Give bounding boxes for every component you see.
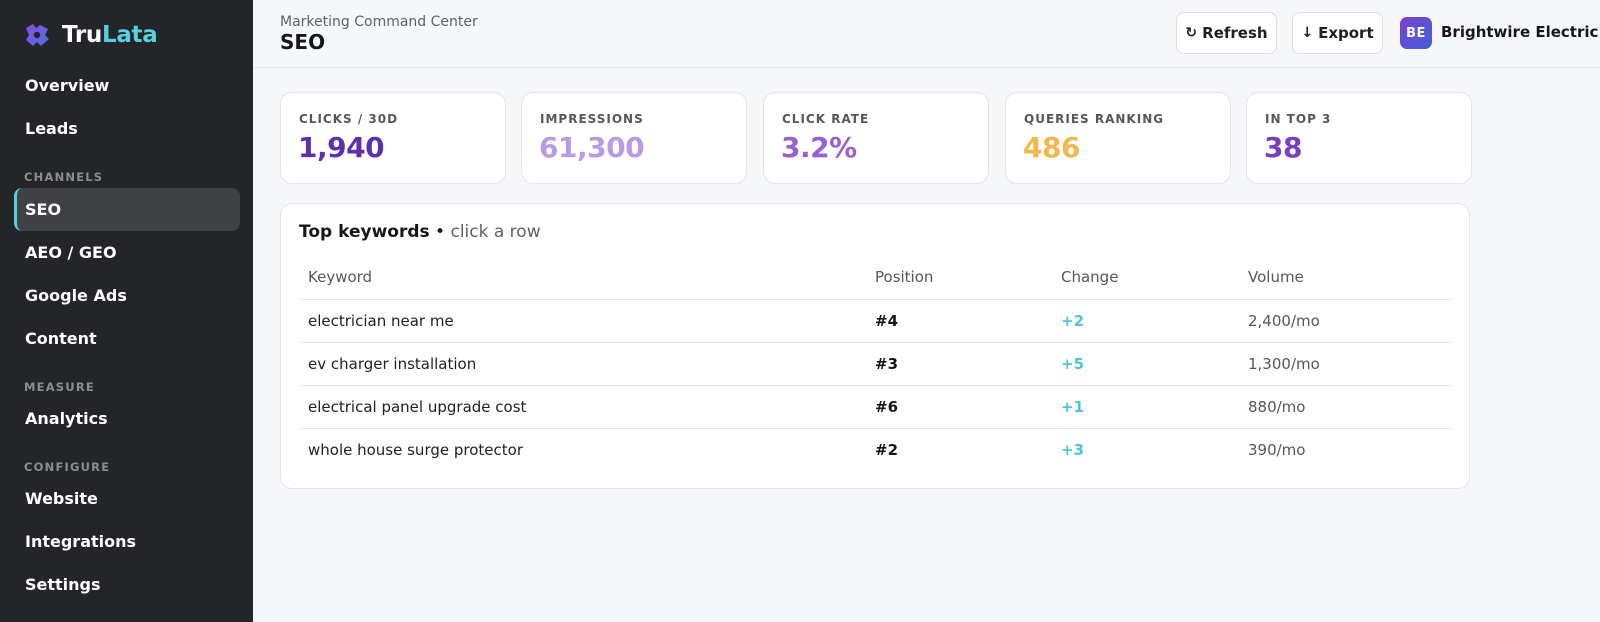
- keyword-cell: electrical panel upgrade cost: [299, 385, 866, 429]
- keyword-cell: whole house surge protector: [308, 440, 523, 459]
- stat-value: 486: [1023, 131, 1080, 164]
- brand[interactable]: TruLata: [22, 20, 158, 50]
- topbar: Marketing Command Center SEO ↻ Refresh ↓…: [253, 0, 1600, 68]
- keyword-cell: ev charger installation: [299, 342, 866, 386]
- change-cell: +1: [1052, 385, 1239, 429]
- change-cell: +3: [1061, 440, 1085, 459]
- sidebar-item-aeo-geo[interactable]: AEO / GEO: [25, 243, 117, 262]
- stat-label: CLICKS / 30D: [299, 112, 399, 126]
- position-cell: #2: [875, 440, 899, 459]
- stat-label: IMPRESSIONS: [540, 112, 644, 126]
- column-header-position[interactable]: Position: [866, 255, 1052, 300]
- export-label: Export: [1318, 24, 1374, 42]
- sidebar-item-website[interactable]: Website: [25, 489, 98, 508]
- stat-card-click-rate: CLICK RATE 3.2%: [763, 92, 989, 184]
- sidebar-item-leads[interactable]: Leads: [25, 119, 78, 138]
- panel-title: Top keywords: [299, 222, 430, 242]
- sidebar-item-content[interactable]: Content: [25, 329, 97, 348]
- sidebar-item-seo[interactable]: SEO: [14, 188, 240, 231]
- stat-card-impressions: IMPRESSIONS 61,300: [521, 92, 747, 184]
- stat-card-queries-ranking: QUERIES RANKING 486: [1005, 92, 1231, 184]
- stat-label: IN TOP 3: [1265, 112, 1332, 126]
- arrow-down-icon: ↓: [1301, 25, 1314, 41]
- column-header-volume[interactable]: Volume: [1239, 255, 1453, 300]
- sidebar-item-overview[interactable]: Overview: [25, 76, 110, 95]
- volume-cell: 880/mo: [1239, 385, 1453, 429]
- table-row[interactable]: whole house surge protector #2 +3 390/mo: [299, 428, 1453, 471]
- sidebar-item-google-ads[interactable]: Google Ads: [25, 286, 127, 305]
- stat-value: 61,300: [539, 131, 645, 164]
- keyword-cell: electrician near me: [299, 299, 866, 343]
- refresh-button[interactable]: ↻ Refresh: [1176, 12, 1277, 54]
- stat-value: 3.2%: [781, 131, 857, 164]
- sidebar-item-integrations[interactable]: Integrations: [25, 532, 137, 551]
- position-cell: #3: [866, 342, 1052, 386]
- volume-cell: 390/mo: [1248, 440, 1306, 459]
- panel-separator: •: [435, 222, 446, 242]
- position-cell: #6: [866, 385, 1052, 429]
- stat-card-clicks: CLICKS / 30D 1,940: [280, 92, 506, 184]
- brand-name: TruLata: [62, 22, 158, 48]
- table-header-row: Keyword Position Change Volume: [299, 255, 1453, 300]
- sidebar-section-channels: CHANNELS: [24, 170, 104, 184]
- volume-cell: 1,300/mo: [1239, 342, 1453, 386]
- puzzle-logo-icon: [26, 24, 49, 46]
- table-row[interactable]: electrician near me #4 +2 2,400/mo: [299, 299, 1453, 343]
- panel-heading: Top keywords • click a row: [299, 222, 541, 242]
- panel-hint: click a row: [450, 222, 541, 242]
- refresh-icon: ↻: [1185, 25, 1198, 41]
- column-header-change[interactable]: Change: [1052, 255, 1239, 300]
- stat-card-in-top-3: IN TOP 3 38: [1246, 92, 1472, 184]
- stat-value: 1,940: [298, 131, 385, 164]
- breadcrumb: Marketing Command Center: [280, 14, 478, 30]
- stat-label: CLICK RATE: [782, 112, 870, 126]
- company-name[interactable]: Brightwire Electric: [1441, 23, 1599, 41]
- avatar[interactable]: BE: [1400, 17, 1432, 49]
- table-row[interactable]: ev charger installation #3 +5 1,300/mo: [299, 342, 1453, 386]
- sidebar-section-measure: MEASURE: [24, 380, 95, 394]
- sidebar: TruLata Overview Leads CHANNELS SEO AEO …: [0, 0, 253, 622]
- change-cell: +2: [1052, 299, 1239, 343]
- page-title: SEO: [280, 30, 326, 54]
- sidebar-item-analytics[interactable]: Analytics: [25, 409, 108, 428]
- keywords-table: Keyword Position Change Volume electrici…: [299, 255, 1453, 471]
- table-row[interactable]: electrical panel upgrade cost #6 +1 880/…: [299, 385, 1453, 429]
- change-cell: +5: [1052, 342, 1239, 386]
- column-header-keyword[interactable]: Keyword: [299, 255, 866, 300]
- volume-cell: 2,400/mo: [1239, 299, 1453, 343]
- refresh-label: Refresh: [1202, 24, 1268, 42]
- stat-value: 38: [1264, 131, 1302, 164]
- export-button[interactable]: ↓ Export: [1292, 12, 1383, 54]
- sidebar-item-settings[interactable]: Settings: [25, 575, 101, 594]
- sidebar-section-configure: CONFIGURE: [24, 460, 111, 474]
- stat-label: QUERIES RANKING: [1024, 112, 1165, 126]
- position-cell: #4: [866, 299, 1052, 343]
- top-keywords-panel: Top keywords • click a row Keyword Posit…: [280, 203, 1470, 489]
